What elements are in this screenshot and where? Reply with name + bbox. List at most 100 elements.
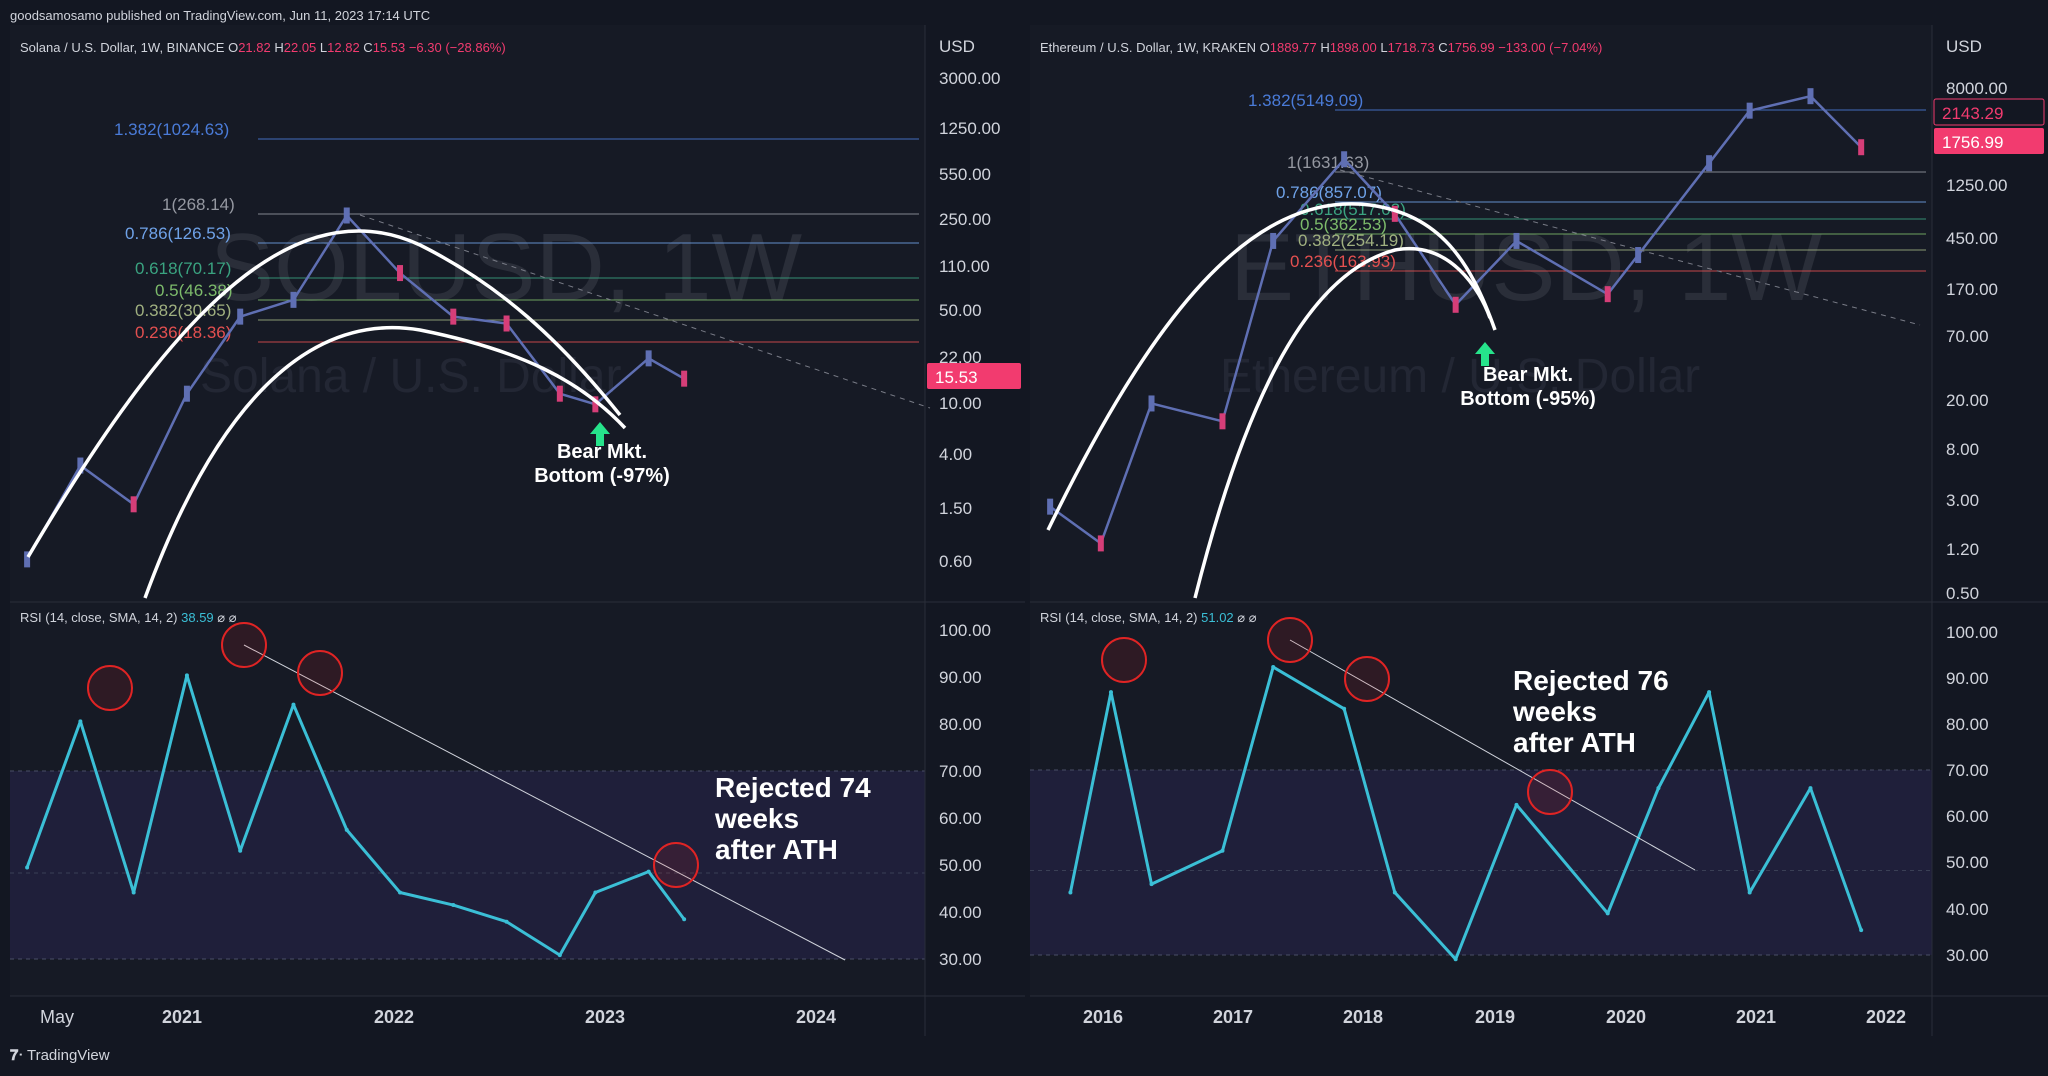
price-tick-label: 0.50 (1946, 584, 1979, 603)
annotation-line1: Bear Mkt. (557, 441, 647, 463)
rsi-band (1030, 770, 1932, 955)
price-trendline (1339, 169, 1921, 326)
rsi-point (1453, 957, 1458, 962)
rsi-tick-label: 30.00 (939, 950, 982, 969)
rsi-point (1271, 665, 1276, 670)
fib-label: 0.382(30.65) (135, 301, 231, 320)
price-tick-label: 3000.00 (939, 69, 1000, 88)
chart-panel-sol: SOLUSD, 1W Solana / U.S. Dollar Solana / U… (10, 25, 1025, 1036)
rsi-point (1108, 690, 1113, 695)
price-candle (556, 385, 563, 402)
rsi-peak-circle (653, 842, 699, 888)
price-candle (450, 308, 457, 325)
rsi-peak-circle (221, 622, 267, 668)
rsi-point (1220, 848, 1225, 853)
price-candle (1097, 535, 1104, 552)
high-label: H (1320, 40, 1329, 55)
tradingview-logo[interactable]: 𝟕ᐧ TradingView (10, 1046, 110, 1064)
last-price-tag: 1756.99 (1942, 133, 2003, 152)
price-candle (1148, 395, 1155, 412)
cycle-arc (1193, 246, 1492, 599)
time-tick-label: May (40, 1007, 74, 1027)
rsi-peak-circle (1267, 617, 1313, 663)
fib-label: 1(1631.63) (1287, 153, 1369, 172)
rsi-point (557, 953, 562, 958)
symbol-name: Solana / U.S. Dollar, 1W, BINANCE (20, 40, 228, 55)
time-tick-label: 2020 (1606, 1007, 1646, 1027)
rsi-tick-label: 90.00 (939, 668, 982, 687)
fib-label: 0.786(857.07) (1276, 183, 1382, 202)
rsi-header: RSI (14, close, SMA, 14, 2) 38.59 ⌀ ⌀ (20, 610, 237, 625)
price-candle (681, 370, 688, 387)
price-tick-label: 250.00 (939, 210, 991, 229)
price-tick-label: 22.00 (939, 348, 982, 367)
price-tick-label: 110.00 (939, 257, 990, 276)
price-candle (237, 308, 244, 325)
price-candle (1635, 247, 1642, 264)
time-tick-label: 2023 (585, 1007, 625, 1027)
rsi-tick-label: 100.00 (939, 621, 991, 640)
rsi-tick-label: 40.00 (939, 903, 982, 922)
rsi-header: RSI (14, close, SMA, 14, 2) 51.02 ⌀ ⌀ (1040, 610, 1257, 625)
rsi-point (291, 702, 296, 707)
rsi-peak-circle (1101, 637, 1147, 683)
rsi-tick-label: 80.00 (1946, 715, 1989, 734)
rsi-point (131, 890, 136, 895)
rsi-point (1707, 690, 1712, 695)
price-tick-label: 50.00 (939, 301, 982, 320)
symbol-header: Ethereum / U.S. Dollar, 1W, KRAKEN O1889… (1040, 40, 1602, 55)
symbol-header: Solana / U.S. Dollar, 1W, BINANCE O21.82… (20, 40, 506, 55)
open-label: O (1260, 40, 1270, 55)
high-value: 1898.00 (1330, 40, 1381, 55)
rsi-band (10, 771, 925, 959)
rsi-point (398, 890, 403, 895)
rsi-header-icons: ⌀ ⌀ (1234, 610, 1257, 625)
price-candle (1807, 88, 1814, 105)
rsi-tick-label: 30.00 (1946, 946, 1989, 965)
rsi-note-line: weeks (714, 803, 799, 834)
price-candle (1746, 102, 1753, 119)
rsi-tick-label: 90.00 (1946, 669, 1989, 688)
time-tick-label: 2021 (1736, 1007, 1776, 1027)
price-candle (1604, 286, 1611, 303)
fib-label: 0.5(362.53) (1300, 215, 1387, 234)
symbol-name: Ethereum / U.S. Dollar, 1W, KRAKEN (1040, 40, 1260, 55)
price-candle (1513, 232, 1520, 249)
low-label: L (1380, 40, 1387, 55)
annotation-line2: Bottom (-97%) (534, 465, 670, 487)
rsi-series-line (25, 673, 686, 957)
watermark-name: Solana / U.S. Dollar (200, 350, 622, 403)
time-tick-label: 2017 (1213, 1007, 1253, 1027)
rsi-point (646, 869, 651, 874)
price-candle (592, 396, 599, 413)
price-candle (343, 207, 350, 224)
price-tick-label: 10.00 (939, 394, 982, 413)
annotation-line2: Bottom (-95%) (1460, 388, 1596, 410)
publisher-line: goodsamosamo published on TradingView.co… (10, 8, 431, 23)
rsi-point (25, 865, 30, 870)
high-value: 22.05 (284, 40, 320, 55)
fib-label: 0.382(254.19) (1298, 231, 1404, 250)
chart-panel-eth: ETHUSD, 1W Ethereum / U.S. Dollar Ethereum… (1030, 25, 2048, 1036)
time-tick-label: 2024 (796, 1007, 836, 1027)
rsi-point (238, 848, 243, 853)
rsi-point (184, 673, 189, 678)
bear-bottom-arrow-icon (1475, 342, 1495, 366)
rsi-trendline (243, 644, 846, 961)
price-pane-bg (10, 25, 925, 602)
price-candle (290, 291, 297, 308)
fib-label: 0.236(163.93) (1290, 252, 1396, 271)
rsi-note-line: Rejected 76 (1513, 665, 1669, 696)
rsi-tick-label: 70.00 (939, 762, 982, 781)
rsi-trendline (1289, 639, 1696, 871)
rsi-point (1605, 911, 1610, 916)
price-pane-bg (1030, 25, 1932, 602)
time-tick-label: 2019 (1475, 1007, 1515, 1027)
price-candle (1391, 205, 1398, 222)
price-tick-label: 550.00 (939, 165, 991, 184)
price-trendline (359, 214, 931, 409)
close-label: C (363, 40, 372, 55)
rsi-peak-circle (1527, 769, 1573, 815)
bear-bottom-arrow-icon (590, 422, 610, 446)
